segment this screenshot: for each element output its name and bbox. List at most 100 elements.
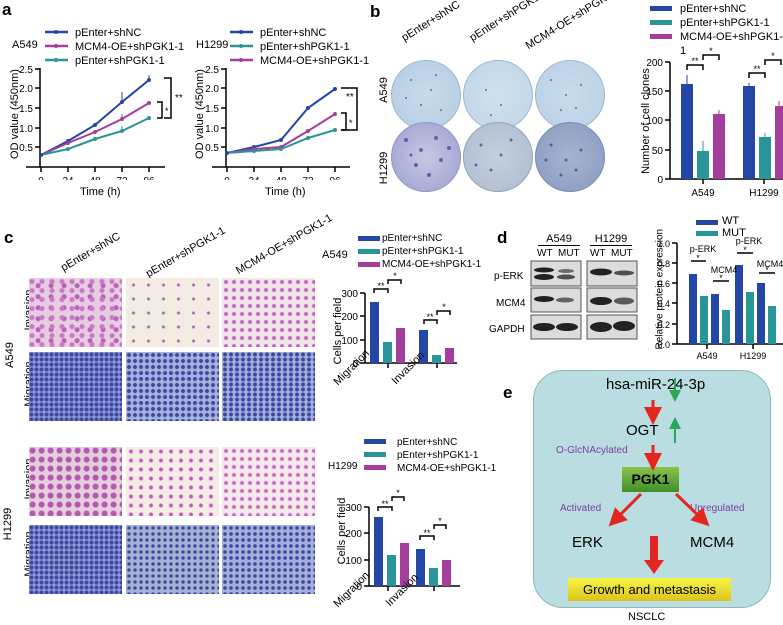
panel-d-bar-chart: 1.00.80.60.40.20.0 **** A549 H1299 p-ERKM… <box>657 220 783 361</box>
svg-text:300: 300 <box>341 289 358 300</box>
protein-label: GAPDH <box>489 324 525 335</box>
node-mcm4: MCM4 <box>690 534 735 551</box>
svg-text:100: 100 <box>345 556 362 567</box>
legend-item: MCM4-OE+shPGK1-1 <box>680 31 783 57</box>
micrograph-invasion <box>126 278 219 347</box>
protein-label: MCM4 <box>496 298 526 309</box>
legend-item: pEnter+shPGK1-1 <box>75 55 165 67</box>
svg-text:0: 0 <box>657 175 663 186</box>
svg-text:0.4: 0.4 <box>657 299 670 309</box>
legend-item: pEnter+shNC <box>397 437 458 448</box>
annot-perk: p-ERK <box>736 236 763 246</box>
svg-text:1.0: 1.0 <box>205 124 219 135</box>
legend-item: pEnter+shNC <box>75 27 142 39</box>
svg-text:*: * <box>719 273 723 283</box>
svg-text:*: * <box>696 253 700 263</box>
svg-text:H1299: H1299 <box>740 351 767 361</box>
svg-text:2.0: 2.0 <box>19 84 33 95</box>
svg-text:2.5: 2.5 <box>19 65 33 76</box>
panel-c-chart-title-a549: A549 <box>322 249 348 261</box>
panel-b-row-label: H1299 <box>378 151 390 185</box>
legend-item: WT <box>722 215 740 227</box>
colony-plate <box>535 60 605 130</box>
svg-text:A549: A549 <box>696 351 717 361</box>
svg-text:50: 50 <box>652 146 664 157</box>
svg-text:*: * <box>709 46 713 56</box>
svg-text:1.5: 1.5 <box>19 104 33 115</box>
svg-text:1.5: 1.5 <box>205 104 219 115</box>
panel-b-col-header: pEnter+shNC <box>399 0 463 44</box>
legend-item: MCM4-OE+shPGK1-1 <box>382 259 482 270</box>
svg-text:200: 200 <box>345 529 362 540</box>
svg-text:*: * <box>165 106 169 116</box>
micrograph-migration <box>222 352 315 421</box>
label-o-glcnacylated: O-GlcNAcylated <box>556 445 628 456</box>
svg-text:0.8: 0.8 <box>657 259 670 269</box>
panel-a-ylabel-right: OD value (450nm) <box>194 69 206 159</box>
svg-text:*: * <box>438 516 442 526</box>
legend-item: pEnter+shPGK1-1 <box>260 41 350 53</box>
svg-text:**: ** <box>175 93 183 104</box>
node-outcome-label: Growth and metastasis <box>583 582 716 597</box>
svg-text:100: 100 <box>646 116 663 127</box>
legend-c-h1299-labels: pEnter+shNC pEnter+shPGK1-1 MCM4-OE+shPG… <box>397 436 496 475</box>
xtick-h1299: H1299 <box>749 188 779 199</box>
panel-a-growth-curves: 2.5 2.0 1.5 1.0 0.5 0 24 48 72 96 * ** 2.5 2.0 1.5… <box>19 30 358 180</box>
protein-label: p-ERK <box>494 271 524 282</box>
legend-b-labels: pEnter+shNC pEnter+shPGK1-1 MCM4-OE+shPG… <box>680 2 783 58</box>
lane-label: WT <box>590 248 606 259</box>
label-activated: Activated <box>560 503 602 514</box>
panel-c-label: c <box>4 228 14 247</box>
svg-text:*: * <box>743 245 747 255</box>
svg-text:*: * <box>393 271 397 281</box>
colony-plate <box>391 60 461 130</box>
legend-item: pEnter+shPGK1-1 <box>680 17 770 29</box>
svg-text:0.6: 0.6 <box>657 279 670 289</box>
svg-text:**: ** <box>426 312 434 322</box>
panel-e-label: e <box>503 383 513 402</box>
micrograph-invasion <box>222 447 315 516</box>
legend-h1299-labels: pEnter+shNC pEnter+shPGK1-1 MCM4-OE+shPG… <box>260 26 369 68</box>
sig-h1299-outer: ** <box>346 92 354 103</box>
svg-text:**: ** <box>381 499 389 509</box>
svg-text:100: 100 <box>341 336 358 347</box>
annot-perk: p-ERK <box>690 244 717 254</box>
svg-text:1.0: 1.0 <box>657 239 670 249</box>
panel-b-label: b <box>370 2 381 21</box>
svg-text:72: 72 <box>116 176 128 180</box>
node-ogt: OGT <box>626 422 659 439</box>
svg-text:*: * <box>771 51 775 61</box>
node-outcome: Growth and metastasis <box>568 578 731 601</box>
lane-label: MUT <box>611 248 633 259</box>
legend-item: pEnter+shNC <box>260 27 327 39</box>
svg-text:24: 24 <box>62 176 74 180</box>
svg-text:0.5: 0.5 <box>205 143 219 154</box>
micrograph-migration <box>126 352 219 421</box>
blot-group-h1299: H1299 <box>590 233 632 246</box>
legend-a549 <box>45 30 68 62</box>
micrograph-migration <box>29 525 122 594</box>
micrograph-invasion <box>222 278 315 347</box>
legend-a549-labels: pEnter+shNC MCM4-OE+shPGK1-1 pEnter+shPG… <box>75 26 184 68</box>
svg-text:0: 0 <box>356 582 362 593</box>
svg-text:0.0: 0.0 <box>657 340 670 350</box>
svg-text:200: 200 <box>341 312 358 323</box>
svg-text:24: 24 <box>248 176 260 180</box>
colony-plate <box>463 122 533 192</box>
micrograph-migration <box>222 525 315 594</box>
lane-label: WT <box>537 248 553 259</box>
svg-text:200: 200 <box>646 58 663 69</box>
svg-text:0.5: 0.5 <box>19 143 33 154</box>
legend-item: pEnter+shNC <box>382 233 443 244</box>
colony-plate <box>391 122 461 192</box>
svg-text:2.5: 2.5 <box>205 65 219 76</box>
panel-b-ylabel: Number of cell clones <box>640 68 652 174</box>
western-blot <box>530 260 638 340</box>
svg-text:**: ** <box>753 64 761 74</box>
panel-d-ylabel: Relative protein expression <box>654 228 666 350</box>
colony-plate <box>535 122 605 192</box>
panel-c-ylabel-h1299: Cells per field <box>336 497 348 565</box>
panel-a-cell-a549: A549 <box>12 39 38 51</box>
legend-item: MCM4-OE+shPGK1-1 <box>75 41 185 53</box>
